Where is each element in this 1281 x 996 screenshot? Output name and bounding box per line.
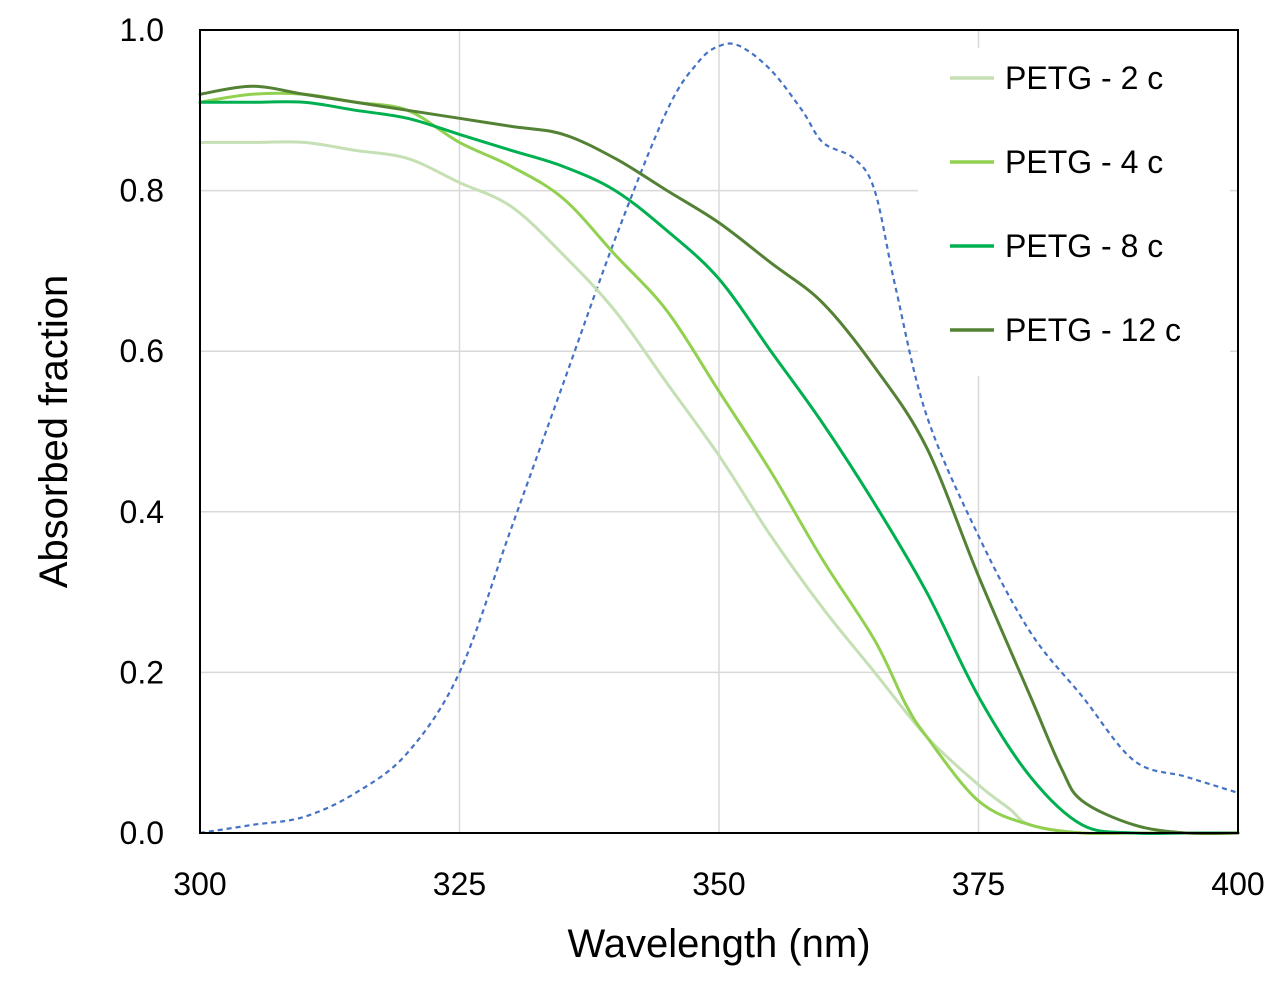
- x-tick-label: 400: [1211, 866, 1264, 902]
- series-group: [198, 42, 1240, 836]
- y-tick-label: 0.4: [120, 494, 164, 530]
- y-tick-label: 0.6: [120, 333, 164, 369]
- y-tick-label: 0.8: [120, 173, 164, 209]
- y-tick-label: 0.2: [120, 654, 164, 690]
- x-tick-label: 375: [952, 866, 1005, 902]
- y-tick-label: 0.0: [120, 815, 164, 851]
- y-axis-title: Absorbed fraction: [32, 275, 76, 589]
- legend-label: PETG - 12 c: [1005, 312, 1181, 348]
- series-line-dashed-reference: [199, 42, 1239, 835]
- x-tick-label: 325: [433, 866, 486, 902]
- x-axis-ticks: 300 325 350 375 400: [173, 866, 1264, 902]
- legend: PETG - 2 c PETG - 4 c PETG - 8 c PETG - 12 …: [950, 60, 1181, 348]
- y-axis-ticks: 0.0 0.2 0.4 0.6 0.8 1.0: [120, 12, 164, 851]
- plot-frame: [199, 29, 1239, 834]
- series-line-petg-12-c: [198, 84, 1240, 836]
- legend-label: PETG - 8 c: [1005, 228, 1163, 264]
- legend-background: [918, 48, 1230, 376]
- x-tick-label: 350: [692, 866, 745, 902]
- series-line-petg-4-c: [198, 91, 1240, 836]
- x-tick-label: 300: [173, 866, 226, 902]
- y-tick-label: 1.0: [120, 12, 164, 48]
- legend-label: PETG - 2 c: [1005, 60, 1163, 96]
- legend-label: PETG - 4 c: [1005, 144, 1163, 180]
- x-axis-title: Wavelength (nm): [567, 922, 870, 966]
- series-line-petg-8-c: [198, 100, 1240, 836]
